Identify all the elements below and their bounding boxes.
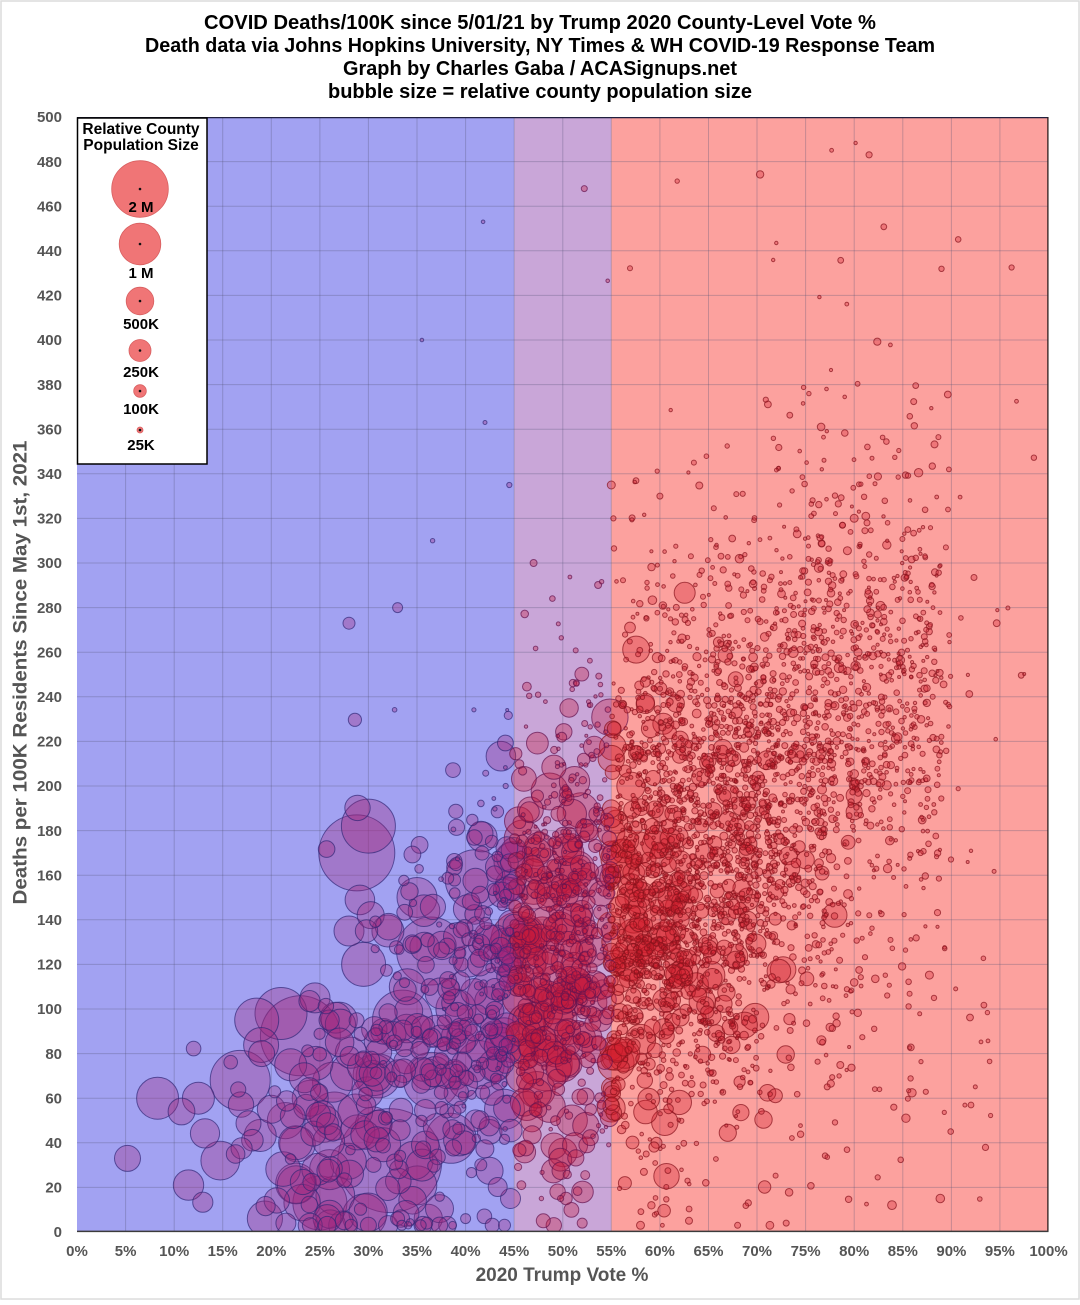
- svg-text:400: 400: [37, 332, 62, 349]
- svg-text:40: 40: [45, 1135, 62, 1152]
- svg-text:100: 100: [37, 1001, 62, 1018]
- svg-text:200: 200: [37, 778, 62, 795]
- svg-text:35%: 35%: [402, 1243, 432, 1260]
- svg-text:85%: 85%: [888, 1243, 918, 1260]
- svg-text:100%: 100%: [1029, 1243, 1067, 1260]
- svg-text:25K: 25K: [127, 437, 155, 454]
- svg-text:60%: 60%: [645, 1243, 675, 1260]
- svg-text:140: 140: [37, 912, 62, 929]
- svg-text:160: 160: [37, 867, 62, 884]
- svg-text:2020 Trump Vote %: 2020 Trump Vote %: [476, 1265, 649, 1286]
- svg-text:75%: 75%: [791, 1243, 821, 1260]
- svg-text:Population Size: Population Size: [83, 137, 199, 154]
- svg-text:220: 220: [37, 734, 62, 751]
- svg-text:300: 300: [37, 555, 62, 572]
- svg-text:Relative County: Relative County: [82, 121, 200, 138]
- svg-text:2 M: 2 M: [128, 199, 153, 216]
- svg-text:10%: 10%: [159, 1243, 189, 1260]
- svg-text:30%: 30%: [353, 1243, 383, 1260]
- svg-text:80%: 80%: [839, 1243, 869, 1260]
- svg-text:Deaths per 100K Residents Sinc: Deaths per 100K Residents Since May 1st,…: [11, 440, 32, 904]
- svg-text:80: 80: [45, 1046, 62, 1063]
- svg-text:70%: 70%: [742, 1243, 772, 1260]
- svg-text:380: 380: [37, 377, 62, 394]
- svg-text:260: 260: [37, 644, 62, 661]
- svg-text:20: 20: [45, 1180, 62, 1197]
- svg-text:440: 440: [37, 243, 62, 260]
- svg-text:COVID Deaths/100K since 5/01/2: COVID Deaths/100K since 5/01/21 by Trump…: [204, 11, 876, 34]
- svg-text:250K: 250K: [123, 364, 159, 381]
- svg-text:120: 120: [37, 957, 62, 974]
- svg-text:20%: 20%: [256, 1243, 286, 1260]
- svg-text:50%: 50%: [548, 1243, 578, 1260]
- svg-text:500K: 500K: [123, 316, 159, 333]
- svg-text:240: 240: [37, 689, 62, 706]
- svg-text:65%: 65%: [693, 1243, 723, 1260]
- svg-text:15%: 15%: [208, 1243, 238, 1260]
- svg-text:90%: 90%: [936, 1243, 966, 1260]
- svg-text:5%: 5%: [115, 1243, 137, 1260]
- svg-text:360: 360: [37, 421, 62, 438]
- svg-text:95%: 95%: [985, 1243, 1015, 1260]
- svg-text:bubble size = relative county: bubble size = relative county population…: [328, 80, 752, 103]
- svg-text:460: 460: [37, 198, 62, 215]
- svg-text:280: 280: [37, 600, 62, 617]
- svg-text:320: 320: [37, 511, 62, 528]
- svg-text:55%: 55%: [596, 1243, 626, 1260]
- svg-text:1 M: 1 M: [128, 265, 153, 282]
- svg-text:340: 340: [37, 466, 62, 483]
- svg-text:180: 180: [37, 823, 62, 840]
- svg-text:0: 0: [54, 1224, 62, 1241]
- svg-text:40%: 40%: [451, 1243, 481, 1260]
- svg-text:Death data via Johns Hopkins U: Death data via Johns Hopkins University,…: [145, 34, 935, 57]
- svg-text:60: 60: [45, 1090, 62, 1107]
- svg-text:500: 500: [37, 109, 62, 126]
- svg-text:Graph by Charles Gaba / ACASig: Graph by Charles Gaba / ACASignups.net: [343, 57, 737, 80]
- svg-text:100K: 100K: [123, 401, 159, 418]
- svg-text:480: 480: [37, 154, 62, 171]
- svg-text:420: 420: [37, 288, 62, 305]
- svg-text:0%: 0%: [66, 1243, 88, 1260]
- svg-text:25%: 25%: [305, 1243, 335, 1260]
- svg-text:45%: 45%: [499, 1243, 529, 1260]
